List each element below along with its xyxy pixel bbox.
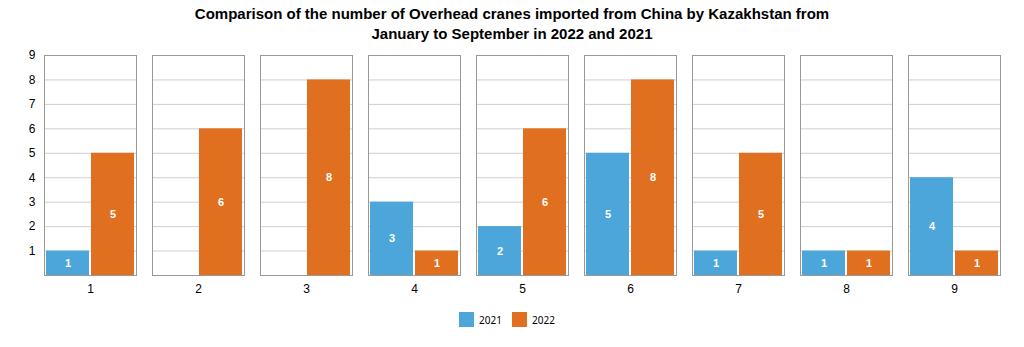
- svg-text:1: 1: [866, 257, 872, 269]
- svg-text:2: 2: [29, 219, 36, 233]
- svg-text:1: 1: [821, 257, 827, 269]
- svg-text:6: 6: [218, 196, 224, 208]
- html-text:2021: 2021: [479, 312, 502, 327]
- svg-text:4: 4: [29, 171, 36, 185]
- svg-text:8: 8: [326, 171, 332, 183]
- svg-text:1: 1: [713, 257, 719, 269]
- svg-text:7: 7: [29, 97, 36, 111]
- svg-text:6: 6: [29, 122, 36, 136]
- svg-text:3: 3: [303, 282, 310, 296]
- svg-text:4: 4: [411, 282, 418, 296]
- svg-text:1: 1: [434, 257, 440, 269]
- svg-text:5: 5: [29, 146, 36, 160]
- svg-text:5: 5: [110, 208, 116, 220]
- html-text:Comparison of the number of Ov: Comparison of the number of Overhead cra…: [194, 5, 830, 42]
- svg-text:8: 8: [650, 171, 656, 183]
- svg-text:1: 1: [87, 282, 94, 296]
- svg-text:1: 1: [974, 257, 980, 269]
- svg-text:1: 1: [29, 244, 36, 258]
- svg-text:8: 8: [29, 73, 36, 87]
- svg-text:5: 5: [519, 282, 526, 296]
- svg-text:1: 1: [65, 257, 71, 269]
- svg-text:9: 9: [951, 282, 958, 296]
- svg-text:5: 5: [605, 208, 611, 220]
- svg-text:8: 8: [843, 282, 850, 296]
- svg-text:2: 2: [195, 282, 202, 296]
- svg-text:9: 9: [29, 48, 36, 62]
- svg-text:2: 2: [497, 245, 503, 257]
- svg-text:6: 6: [542, 196, 548, 208]
- svg-text:3: 3: [389, 232, 395, 244]
- html-text:2022: 2022: [532, 312, 555, 327]
- svg-text:3: 3: [29, 195, 36, 209]
- svg-text:7: 7: [735, 282, 742, 296]
- svg-text:4: 4: [929, 220, 936, 232]
- svg-text:5: 5: [758, 208, 764, 220]
- svg-text:6: 6: [627, 282, 634, 296]
